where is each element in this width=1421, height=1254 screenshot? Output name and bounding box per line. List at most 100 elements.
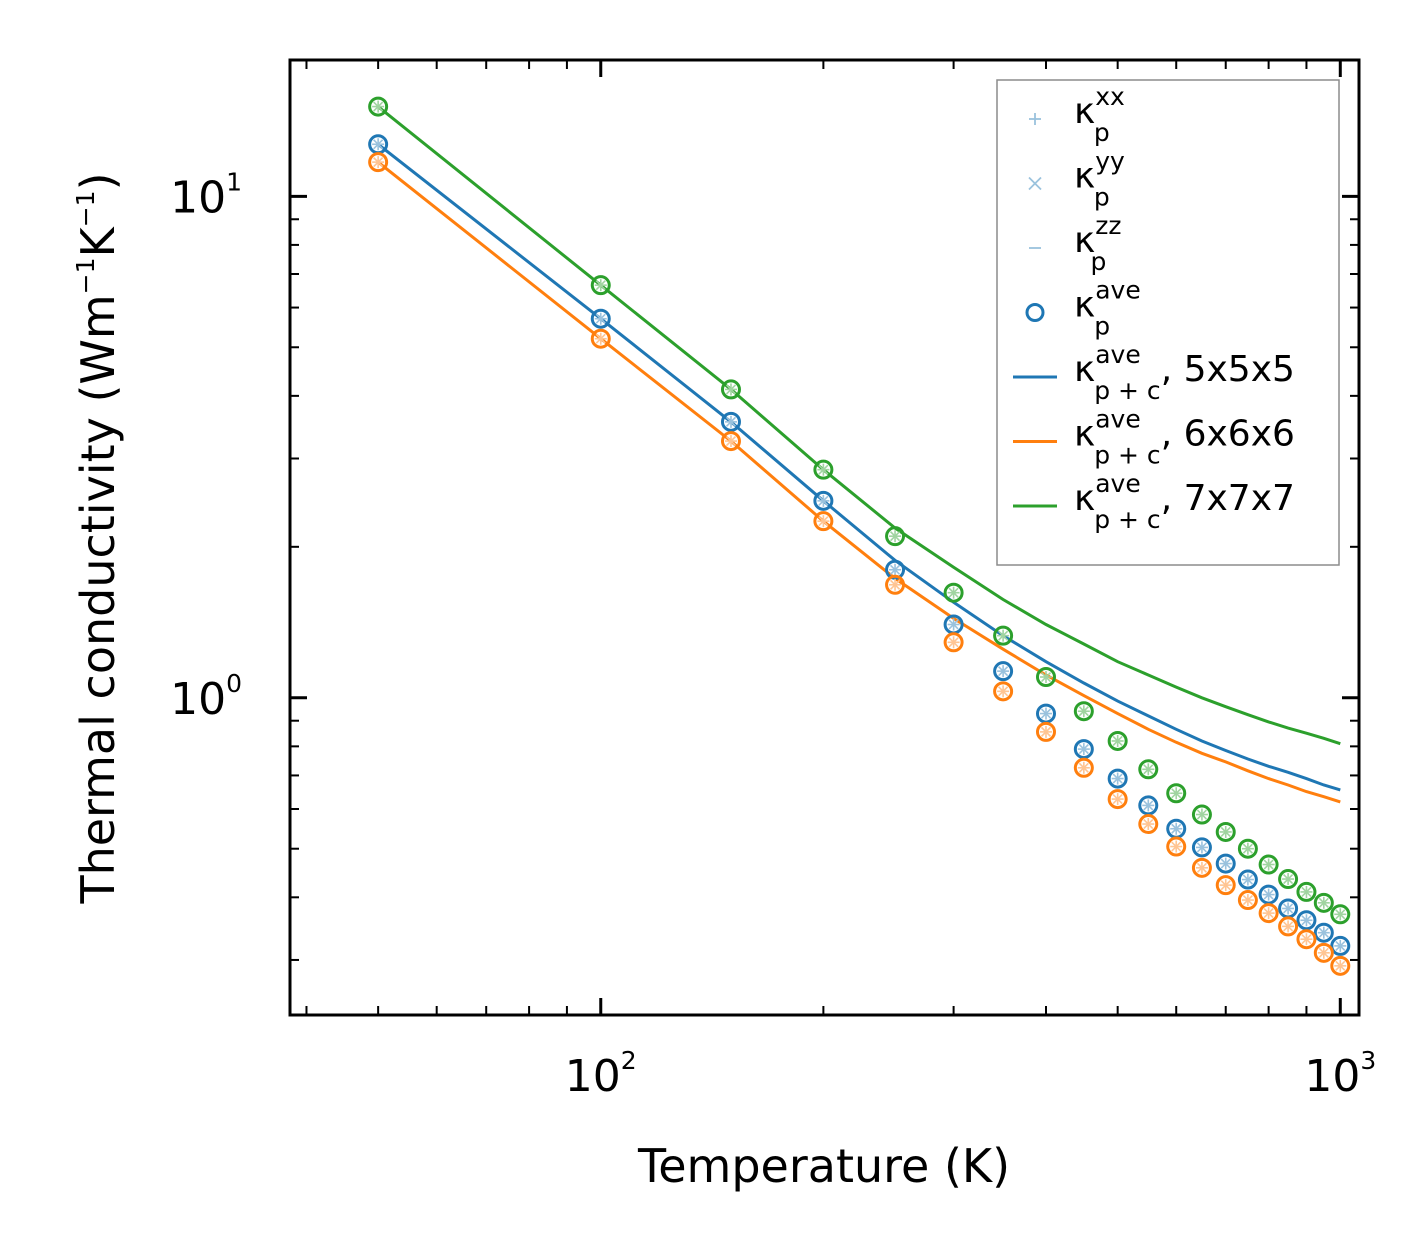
data-point-7x7x7-800	[1258, 854, 1279, 875]
kave-marker	[1278, 916, 1299, 937]
legend-entry-0: κxx p	[1029, 82, 1125, 147]
data-point-5x5x5-400	[1035, 703, 1056, 724]
kyy-marker-b	[373, 101, 384, 112]
axes-frame	[288, 58, 1361, 1017]
kave-marker	[1330, 904, 1351, 925]
legend-label: κave p + c, 7x7x7	[1074, 469, 1295, 534]
series-line-5x5x5	[377, 143, 1341, 792]
kyy-marker-b	[998, 686, 1009, 697]
data-point-6x6x6-450	[1073, 757, 1094, 778]
data-point-7x7x7-400	[1035, 667, 1056, 688]
kave-marker	[885, 574, 906, 595]
kave-marker	[993, 661, 1014, 682]
legend-label-sub: p + c	[1094, 441, 1160, 470]
legend-label-base: κ	[1074, 414, 1095, 455]
data-point-6x6x6-350	[993, 681, 1014, 702]
data-point-5x5x5-850	[1278, 898, 1299, 919]
legend-label-sub: p	[1090, 247, 1106, 276]
data-point-6x6x6-500	[1107, 789, 1128, 810]
legend-label-base: κ	[1074, 156, 1095, 197]
kyy-marker-b	[889, 564, 901, 575]
y-axis-label-unit: K	[71, 225, 125, 257]
kyy-marker-b	[1318, 927, 1329, 938]
y-axis-label-group: Thermal conductivity (Wm−1K−1)	[71, 172, 125, 904]
legend-label-sup: ave	[1095, 276, 1141, 305]
legend-label-tail: , 6x6x6	[1161, 414, 1295, 455]
legend-label-sub: p + c	[1094, 376, 1160, 405]
kave-marker	[1296, 881, 1317, 902]
kave-marker	[813, 490, 834, 511]
legend-box	[996, 79, 1340, 566]
kyy-marker-b	[1112, 773, 1123, 784]
y-tick-label-exp: 1	[226, 167, 242, 196]
legend-label-sup: zz	[1095, 211, 1121, 240]
kyy-marker-b	[889, 579, 901, 590]
kyy-marker-b	[1143, 800, 1154, 811]
data-point-5x5x5-450	[1073, 739, 1094, 760]
kyy-marker-b	[1196, 862, 1207, 873]
legend-label: κzz p	[1074, 211, 1121, 276]
kyy-marker-b	[725, 416, 737, 427]
data-point-7x7x7-850	[1278, 869, 1299, 890]
kave-marker	[1138, 814, 1159, 835]
kave-marker	[1215, 821, 1236, 842]
legend-label: κave p + c, 6x6x6	[1074, 405, 1295, 470]
kave-marker	[590, 328, 611, 349]
legend-entry-5: κave p + c, 6x6x6	[1013, 405, 1295, 470]
data-point-6x6x6-300	[943, 632, 964, 653]
kave-marker	[1330, 935, 1351, 956]
kave-marker	[1166, 836, 1187, 857]
data-point-7x7x7-100	[590, 275, 611, 296]
kyy-marker-b	[595, 313, 606, 324]
kave-marker	[1073, 701, 1094, 722]
kyy-marker-b	[1171, 788, 1182, 799]
data-point-6x6x6-650	[1191, 857, 1212, 878]
kave-marker	[1191, 857, 1212, 878]
y-tick-label-base: 10	[170, 674, 226, 725]
kyy-marker-b	[1196, 809, 1207, 820]
y-tick-label-exp: 0	[226, 669, 242, 698]
data-point-5x5x5-700	[1215, 853, 1236, 874]
legend-label-base: κ	[1074, 91, 1095, 132]
kyy-marker-b	[373, 157, 384, 168]
legend-entry-2: κzz p	[1029, 211, 1121, 276]
legend-label-sub: p	[1094, 312, 1110, 341]
kyy-marker-b	[725, 384, 737, 395]
kave-marker	[1107, 768, 1128, 789]
kave-marker	[1073, 739, 1094, 760]
data-point-7x7x7-300	[943, 582, 964, 603]
legend-label: κxx p	[1074, 82, 1125, 147]
kave-marker	[943, 632, 964, 653]
kave-marker	[720, 431, 741, 452]
data-point-7x7x7-700	[1215, 821, 1236, 842]
kave-marker	[813, 459, 834, 480]
legend-label-base: κ	[1074, 478, 1095, 519]
y-axis-label: Thermal conductivity (Wm−1K−1)	[71, 172, 125, 904]
kyy-marker-b	[1220, 880, 1231, 891]
data-point-5x5x5-550	[1138, 795, 1159, 816]
legend-label-base: κ	[1074, 349, 1095, 390]
kyy-marker-b	[1196, 842, 1207, 853]
data-point-6x6x6-950	[1313, 942, 1334, 963]
data-point-7x7x7-600	[1166, 783, 1187, 804]
kave-marker	[1258, 854, 1279, 875]
kave-marker	[590, 275, 611, 296]
legend-label-sup: ave	[1095, 469, 1141, 498]
data-point-5x5x5-800	[1258, 884, 1279, 905]
kyy-marker-b	[595, 333, 606, 344]
data-point-7x7x7-750	[1237, 838, 1258, 859]
data-point-6x6x6-850	[1278, 916, 1299, 937]
x-tick-label-exp: 2	[621, 1046, 637, 1075]
kave-marker	[1237, 869, 1258, 890]
kave-marker	[720, 379, 741, 400]
data-point-7x7x7-1000	[1330, 904, 1351, 925]
legend-circle-icon	[1025, 303, 1045, 322]
kave-marker	[1191, 804, 1212, 825]
kyy-marker-b	[725, 436, 737, 447]
kyy-marker-b	[998, 666, 1009, 677]
x-axis-label: Temperature (K)	[637, 1139, 1010, 1193]
x-tick-label-exp: 3	[1360, 1046, 1376, 1075]
y-tick-label-base: 10	[170, 172, 226, 223]
